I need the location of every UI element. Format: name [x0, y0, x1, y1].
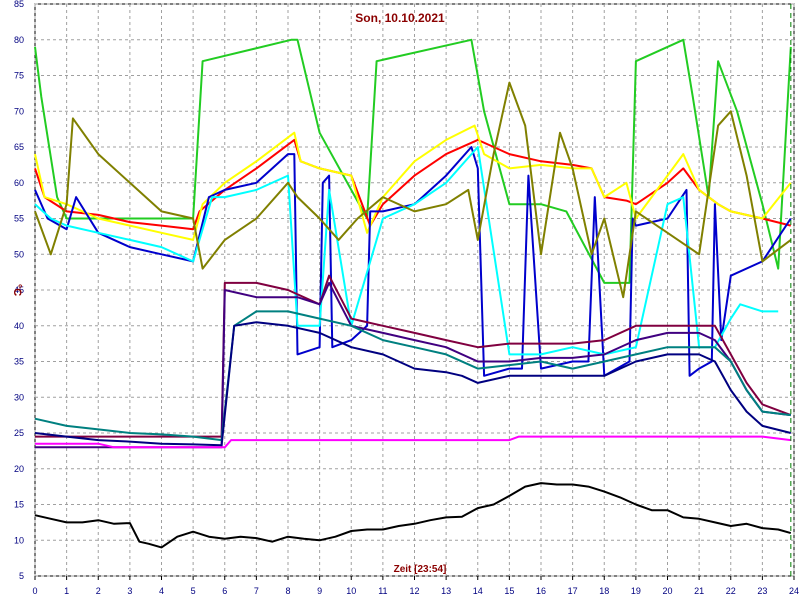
x-tick-label: 11: [378, 586, 387, 596]
y-tick-label: 35: [14, 357, 24, 367]
x-tick-label: 7: [254, 586, 259, 596]
series-layer: [34, 38, 792, 549]
y-axis-label: °C: [11, 284, 23, 296]
series-line-10: [34, 321, 792, 447]
x-tick-label: 24: [789, 586, 799, 596]
x-axis-label: Zeit [23:54]: [394, 564, 447, 575]
y-tick-label: 50: [14, 249, 24, 259]
series-line-12: [34, 482, 792, 549]
x-tick-label: 1: [64, 586, 69, 596]
y-tick-label: 5: [19, 571, 24, 581]
x-tick-label: 2: [96, 586, 101, 596]
series-line-11: [35, 435, 791, 449]
x-tick-label: 21: [694, 586, 704, 596]
series-line-1: [34, 38, 792, 284]
series-line-3: [34, 124, 792, 241]
y-tick-label: 85: [14, 0, 24, 9]
x-tick-label: 13: [441, 586, 451, 596]
series-line-5: [34, 146, 779, 356]
chart-title: Son, 10.10.2021: [355, 11, 445, 25]
x-tick-label: 22: [726, 586, 736, 596]
x-tick-label: 15: [504, 586, 514, 596]
x-tick-label: 6: [222, 586, 227, 596]
x-tick-label: 20: [662, 586, 672, 596]
y-tick-label: 60: [14, 178, 24, 188]
y-tick-label: 55: [14, 214, 24, 224]
y-tick-label: 10: [14, 535, 24, 545]
y-tick-label: 20: [14, 464, 24, 474]
x-tick-label: 17: [568, 586, 578, 596]
y-tick-label: 15: [14, 500, 24, 510]
y-tick-label: 40: [14, 321, 24, 331]
series-line-6: [34, 81, 792, 299]
series-line-4: [34, 146, 792, 377]
x-tick-label: 5: [191, 586, 196, 596]
y-tick-label: 65: [14, 142, 24, 152]
series-line-8: [35, 281, 791, 449]
x-tick-label: 8: [285, 586, 290, 596]
series-line-9: [34, 310, 791, 442]
y-tick-label: 45: [14, 285, 24, 295]
x-tick-label: 9: [317, 586, 322, 596]
x-tick-label: 0: [32, 586, 37, 596]
x-tick-label: 23: [757, 586, 767, 596]
x-tick-label: 10: [346, 586, 356, 596]
y-tick-label: 80: [14, 35, 24, 45]
x-tick-label: 16: [536, 586, 546, 596]
x-tick-label: 12: [409, 586, 419, 596]
x-tick-label: 3: [127, 586, 132, 596]
y-tick-label: 75: [14, 71, 24, 81]
axes-layer: 0 1 2 3 4 5 6 7 8 9 10 11 12 13 14 15 16 17 18 19 20 21 22 23 24…: [14, 0, 799, 596]
x-tick-label: 18: [599, 586, 609, 596]
y-tick-label: 70: [14, 106, 24, 116]
x-tick-label: 19: [631, 586, 641, 596]
y-tick-label: 25: [14, 428, 24, 438]
series-line-2: [34, 138, 792, 231]
series-line-7: [35, 274, 792, 438]
y-tick-label: 30: [14, 392, 24, 402]
x-tick-label: 4: [159, 586, 164, 596]
x-tick-label: 14: [473, 586, 483, 596]
